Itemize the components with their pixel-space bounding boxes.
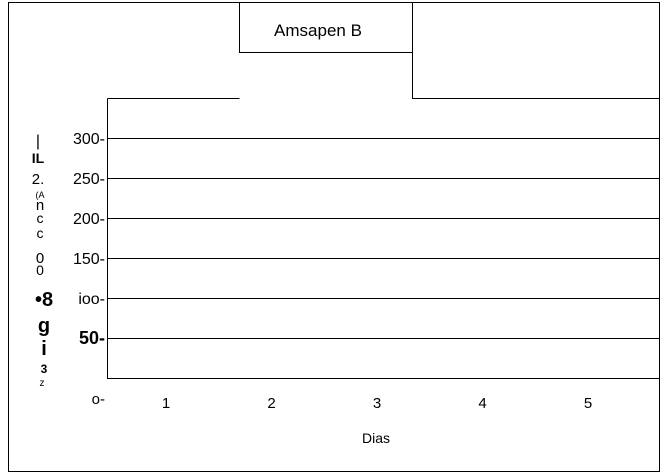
y-axis-label-glyph: n (36, 197, 44, 214)
y-tick-label: 200- (73, 211, 105, 228)
y-tick-label: o- (92, 391, 105, 408)
y-axis-label-glyph: c (37, 210, 44, 226)
y-axis-label-glyph: g (38, 315, 50, 337)
y-axis-label-glyph: •8 (35, 289, 53, 311)
y-axis-label-glyph: c (37, 225, 44, 241)
y-tick-label: 50- (79, 328, 105, 348)
x-tick-label: 5 (584, 395, 592, 412)
y-tick-label: 250- (73, 171, 105, 188)
y-tick-label: 300- (73, 131, 105, 148)
y-axis-label-glyph: 0 (36, 262, 44, 278)
x-tick-label: 3 (373, 395, 381, 412)
x-tick-label: 4 (478, 395, 486, 412)
y-axis-label-glyph: | (36, 133, 40, 150)
y-axis-label-glyph: z (40, 378, 45, 389)
chart-frame (8, 2, 660, 472)
title-box (107, 2, 660, 99)
y-tick-label: 150- (73, 251, 105, 268)
y-axis-label-glyph: 3 (41, 362, 48, 376)
y-axis-label-glyph: 2. (32, 171, 45, 188)
y-axis-label-glyph: i (41, 338, 47, 360)
gridlines (107, 138, 659, 379)
x-tick-label: 1 (162, 395, 170, 412)
y-tick-labels: o- 50- ioo- 150- 200- 250- 300- (73, 131, 105, 408)
x-axis-label: Dias (362, 430, 390, 446)
y-axis-label-glyph: IL (32, 150, 45, 166)
y-axis-label-glyph: 0 (36, 250, 44, 267)
x-tick-labels: 1 2 3 4 5 (162, 395, 592, 412)
y-tick-label: ioo- (78, 291, 105, 308)
x-tick-label: 2 (267, 395, 275, 412)
y-axis-label-glyph: (A (36, 190, 45, 200)
chart-title: Amsapen B (274, 21, 362, 40)
